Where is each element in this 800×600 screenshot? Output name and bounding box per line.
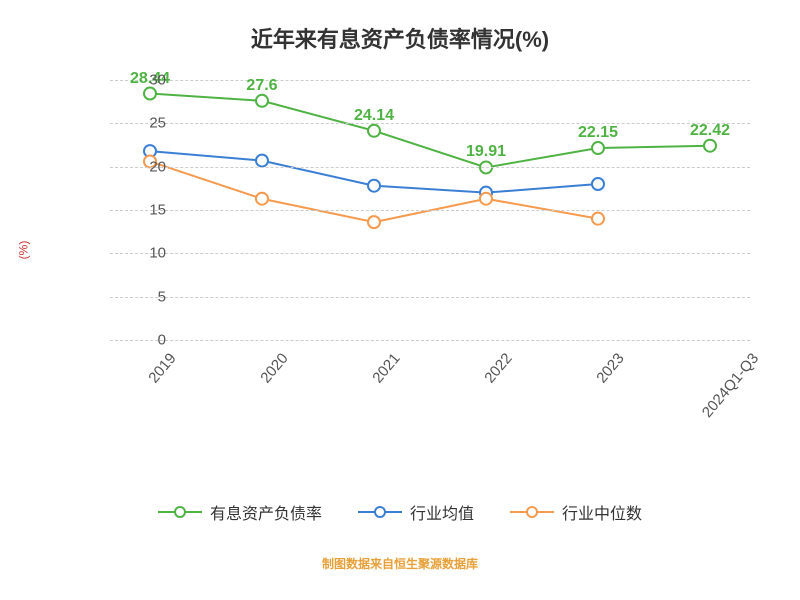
legend-label: 行业中位数 (562, 500, 642, 524)
y-tick-label: 5 (136, 288, 166, 305)
legend-item: 有息资产负债率 (158, 500, 322, 524)
legend-item: 行业均值 (358, 500, 474, 524)
series-marker (592, 142, 604, 154)
gridline (110, 253, 750, 254)
gridline (110, 123, 750, 124)
chart-area: (%) 28.4427.624.1419.9122.1522.42 051015… (70, 80, 770, 420)
legend-swatch (358, 505, 402, 519)
series-marker (592, 213, 604, 225)
series-marker (704, 140, 716, 152)
y-tick-label: 0 (136, 332, 166, 349)
gridline (110, 80, 750, 81)
y-axis-label: (%) (16, 241, 30, 260)
x-tick-label: 2023 (593, 350, 627, 386)
gridline (110, 167, 750, 168)
legend-label: 有息资产负债率 (210, 500, 322, 524)
legend: 有息资产负债率 行业均值 行业中位数 (0, 500, 800, 524)
data-label: 19.91 (466, 143, 506, 161)
data-label: 24.14 (354, 107, 394, 125)
data-label: 22.15 (578, 124, 618, 142)
chart-title: 近年来有息资产负债率情况(%) (0, 0, 800, 54)
x-tick-label: 2019 (145, 350, 179, 386)
legend-item: 行业中位数 (510, 500, 642, 524)
y-tick-label: 30 (136, 72, 166, 89)
series-line (150, 94, 710, 168)
legend-swatch (510, 505, 554, 519)
series-marker (480, 193, 492, 205)
y-tick-label: 20 (136, 158, 166, 175)
legend-label: 行业均值 (410, 500, 474, 524)
y-tick-label: 25 (136, 115, 166, 132)
series-marker (368, 125, 380, 137)
x-tick-label: 2024Q1-Q3 (699, 350, 762, 421)
gridline (110, 297, 750, 298)
legend-swatch (158, 505, 202, 519)
gridline (110, 210, 750, 211)
plot-area: 28.4427.624.1419.9122.1522.42 (110, 80, 750, 340)
x-tick-label: 2020 (257, 350, 291, 386)
x-tick-label: 2022 (481, 350, 515, 386)
series-marker (144, 88, 156, 100)
series-marker (256, 193, 268, 205)
series-marker (256, 155, 268, 167)
data-label: 27.6 (246, 77, 277, 95)
series-marker (256, 95, 268, 107)
y-tick-label: 15 (136, 202, 166, 219)
gridline (110, 340, 750, 341)
series-marker (368, 216, 380, 228)
series-marker (592, 178, 604, 190)
y-tick-label: 10 (136, 245, 166, 262)
series-marker (368, 180, 380, 192)
data-label: 22.42 (690, 122, 730, 140)
x-tick-label: 2021 (369, 350, 403, 386)
footer-credit: 制图数据来自恒生聚源数据库 (0, 555, 800, 572)
